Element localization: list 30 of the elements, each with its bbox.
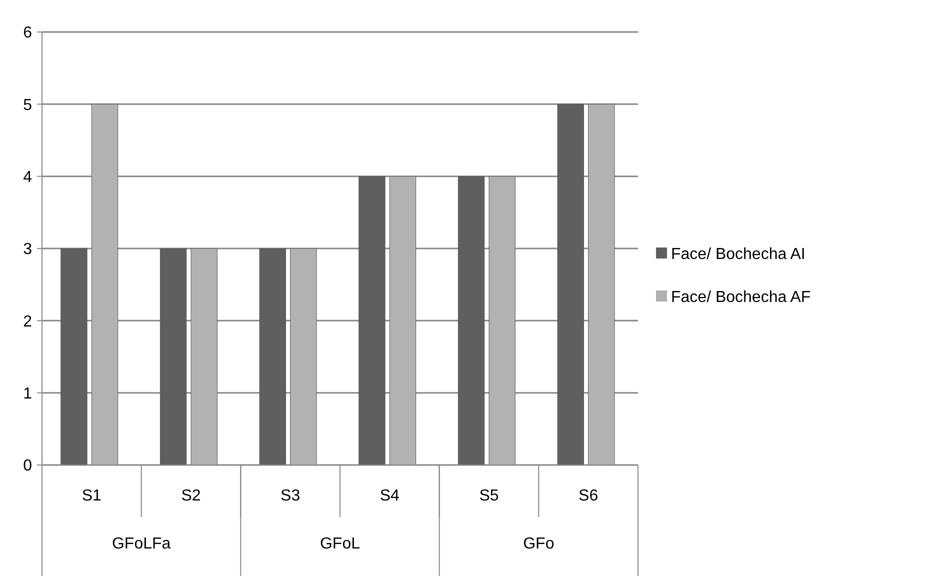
x-tick-label: S3 <box>280 488 300 505</box>
y-tick-label: 0 <box>23 458 32 475</box>
bar <box>458 176 485 466</box>
x-tick-label: S2 <box>181 488 201 505</box>
bar <box>259 248 286 466</box>
y-tick-label: 6 <box>23 24 32 42</box>
bar <box>160 248 187 466</box>
y-tick-label: 5 <box>23 96 32 114</box>
x-tick-label: S4 <box>380 488 400 505</box>
bar <box>91 104 118 466</box>
bar <box>389 176 416 466</box>
legend-label: Face/ Bochecha AI <box>671 246 806 264</box>
bar <box>290 248 317 466</box>
text: GFo <box>523 536 554 553</box>
bar <box>557 104 584 466</box>
y-tick-label: 2 <box>23 313 32 330</box>
text: GFoLFa <box>112 536 171 553</box>
x-tick-label: S1 <box>82 488 102 505</box>
bar <box>358 176 386 466</box>
x-tick-label: S6 <box>578 488 598 505</box>
bar <box>488 176 516 466</box>
y-tick-label: 3 <box>23 241 32 258</box>
bar <box>60 248 88 466</box>
bar <box>588 104 615 466</box>
y-tick-label: 4 <box>23 168 32 186</box>
text: GFoL <box>320 536 360 553</box>
x-tick-label: S5 <box>479 488 499 505</box>
legend-label: Face/ Bochecha AF <box>671 289 811 306</box>
y-tick-label: 1 <box>23 385 32 402</box>
bar <box>190 248 218 466</box>
